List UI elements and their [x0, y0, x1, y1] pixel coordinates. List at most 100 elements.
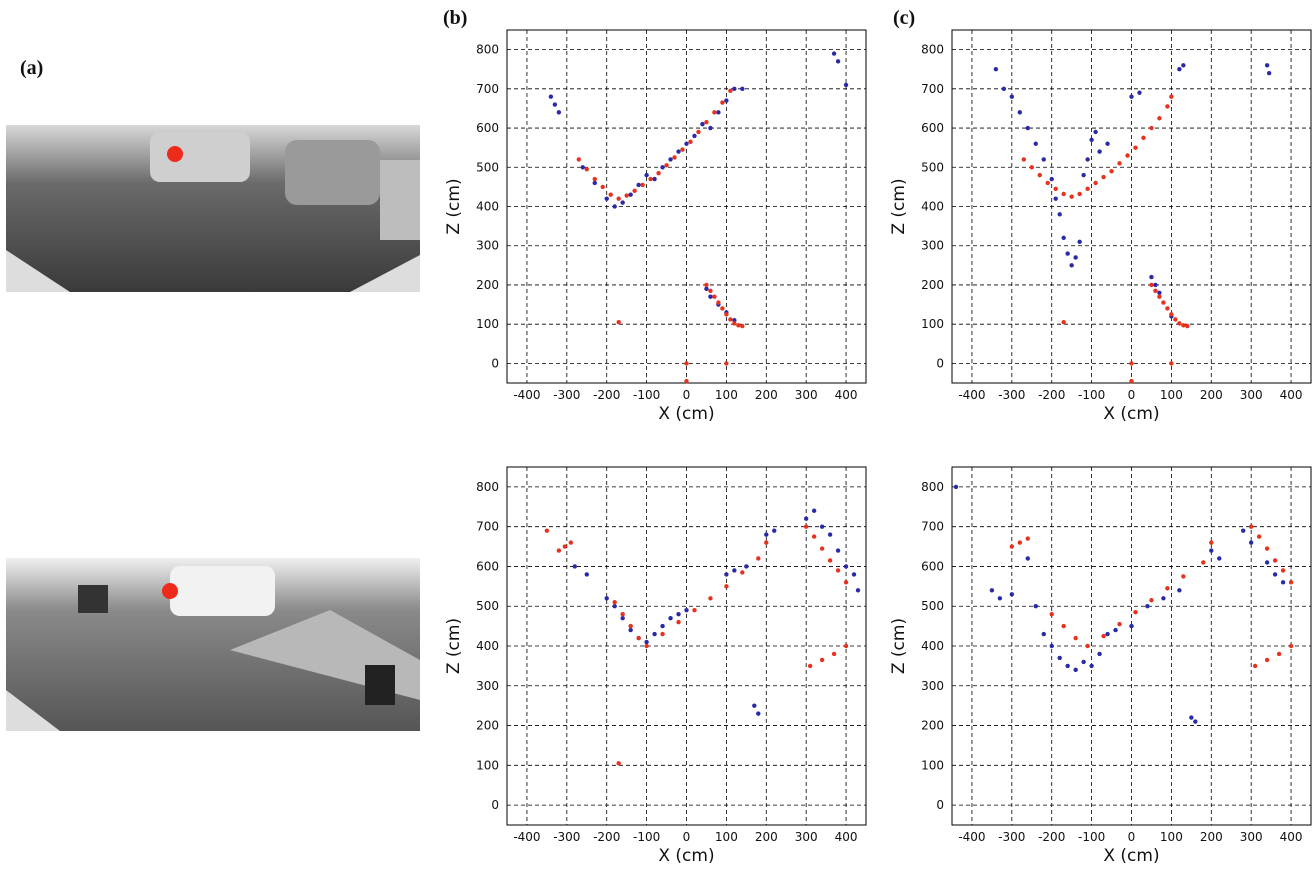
point	[732, 568, 737, 573]
point	[851, 572, 857, 577]
point	[712, 110, 717, 115]
y-tick-label: 0	[491, 356, 499, 370]
point	[819, 657, 825, 663]
point	[1077, 191, 1082, 197]
y-tick-label: 800	[921, 480, 944, 494]
point	[1149, 598, 1154, 603]
point	[1137, 90, 1142, 95]
point	[1209, 540, 1214, 545]
x-tick-label: -400	[958, 388, 985, 402]
panel-label: (a)	[20, 57, 43, 79]
point	[1177, 67, 1182, 72]
x-tick-label: -100	[633, 830, 660, 844]
point	[1001, 86, 1007, 92]
point	[1085, 157, 1090, 162]
point	[1169, 312, 1174, 317]
point	[1280, 580, 1286, 585]
point	[604, 596, 609, 601]
point	[803, 524, 809, 529]
point	[1085, 186, 1090, 192]
x-axis-label: X (cm)	[1103, 846, 1159, 866]
y-tick-label: 400	[921, 200, 944, 214]
y-tick-label: 200	[921, 278, 944, 292]
y-axis-label: Z (cm)	[889, 618, 909, 674]
point	[835, 548, 841, 553]
point	[628, 627, 633, 633]
x-tick-label: 300	[1240, 388, 1263, 402]
point	[1129, 361, 1134, 366]
x-tick-label: 200	[1200, 388, 1223, 402]
point	[736, 323, 741, 328]
point	[1009, 592, 1015, 597]
point	[1101, 633, 1106, 639]
point	[756, 711, 761, 716]
y-tick-label: 400	[921, 639, 944, 653]
point	[668, 157, 673, 162]
point	[1264, 560, 1270, 565]
point	[692, 608, 697, 613]
point	[556, 110, 562, 115]
point	[636, 182, 641, 188]
point	[624, 193, 629, 198]
point	[1065, 663, 1070, 669]
point	[1069, 263, 1074, 268]
point	[724, 572, 729, 577]
point	[676, 619, 681, 625]
y-tick-label: 600	[476, 121, 499, 135]
point	[620, 611, 625, 617]
point	[1125, 153, 1130, 158]
y-tick-label: 700	[921, 520, 944, 534]
point	[648, 176, 653, 182]
point	[740, 570, 745, 575]
point	[1105, 141, 1110, 146]
point	[708, 294, 713, 299]
y-tick-label: 800	[476, 43, 499, 57]
point	[568, 540, 574, 545]
point	[831, 651, 837, 657]
y-tick-label: 700	[921, 82, 944, 96]
point	[764, 540, 769, 545]
point	[1101, 174, 1106, 180]
y-tick-label: 300	[476, 239, 499, 253]
point	[620, 200, 625, 205]
point	[696, 129, 701, 135]
x-tick-label: 400	[835, 830, 858, 844]
y-tick-label: 100	[921, 758, 944, 772]
point	[1053, 186, 1058, 192]
y-axis-label: Z (cm)	[444, 178, 464, 234]
point	[997, 596, 1003, 601]
point	[819, 524, 825, 529]
point	[1169, 361, 1174, 366]
point	[636, 635, 641, 641]
y-tick-label: 100	[921, 317, 944, 331]
point	[1129, 378, 1134, 384]
y-tick-label: 100	[476, 317, 499, 331]
point	[989, 588, 995, 593]
point	[744, 564, 749, 569]
point	[1185, 323, 1190, 329]
point	[1153, 288, 1158, 294]
point	[1157, 294, 1162, 299]
point	[1053, 196, 1058, 201]
point	[1113, 627, 1118, 633]
point	[1081, 659, 1086, 665]
x-tick-label: -400	[513, 388, 540, 402]
point	[720, 100, 725, 105]
point	[1061, 191, 1066, 197]
x-tick-label: -300	[553, 388, 580, 402]
point	[548, 94, 554, 99]
point	[1033, 141, 1038, 146]
point	[608, 192, 613, 197]
point	[807, 663, 813, 669]
x-axis-label: X (cm)	[658, 404, 714, 424]
point	[1129, 94, 1134, 99]
point	[692, 133, 697, 139]
photo	[6, 558, 420, 731]
y-tick-label: 300	[921, 679, 944, 693]
x-tick-label: -200	[1038, 830, 1065, 844]
point	[1109, 169, 1114, 174]
point	[544, 528, 550, 533]
y-tick-label: 600	[921, 559, 944, 573]
point	[827, 558, 833, 563]
point	[1009, 544, 1015, 549]
